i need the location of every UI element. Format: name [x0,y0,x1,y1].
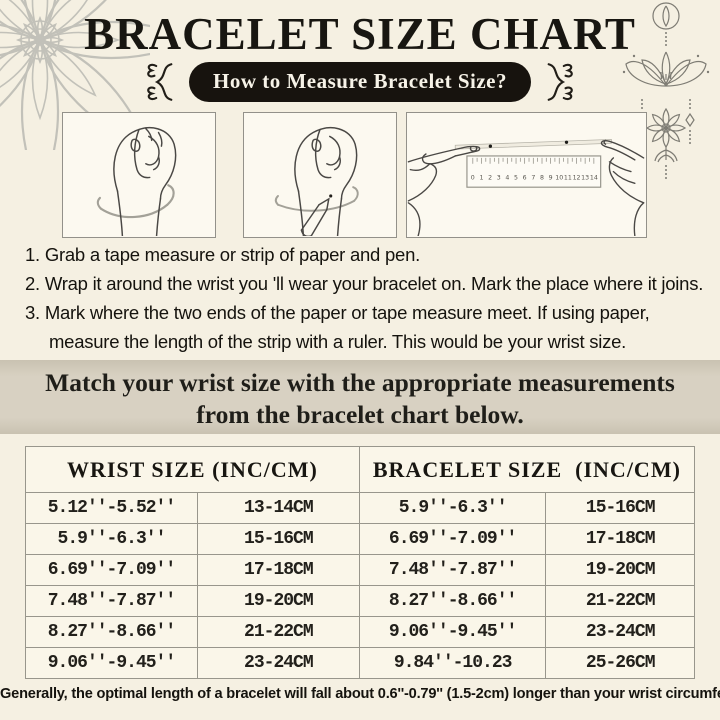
ruler-number: 14 [590,174,598,181]
fist-tape-sketch [96,127,177,236]
bracelet-cm: 21-22CM [545,585,695,617]
bracelet-inc: 6.69''-7.09'' [358,523,547,555]
table-row: 7.48''-7.87'' 19-20CM 8.27''-8.66'' 21-2… [25,585,695,617]
wrist-cm: 15-16CM [196,523,360,555]
bracelet-inc: 9.06''-9.45'' [358,616,547,648]
bracelet-cm: 19-20CM [545,554,695,586]
bracelet-cm: 17-18CM [545,523,695,555]
section-badge: How to Measure Bracelet Size? [188,62,532,102]
wrist-inc: 7.48''-7.87'' [25,585,198,617]
match-banner: Match your wrist size with the appropria… [0,360,720,434]
instructions-list: 1. Grab a tape measure or strip of paper… [25,240,704,356]
left-hand-sketch [407,145,481,236]
wrist-inc: 5.12''-5.52'' [25,492,198,524]
wrist-cm: 21-22CM [196,616,360,648]
bracelet-inc: 9.84''-10.23 [358,647,547,679]
illustration-mark-pen [243,112,397,238]
page-title: BRACELET SIZE CHART [84,9,636,59]
size-chart-table: WRIST SIZE (INC/CM) BRACELET SIZE (INC/C… [25,446,696,679]
ruler-number: 8 [540,174,544,181]
ruler-number: 2 [488,174,492,181]
wrist-inc: 5.9''-6.3'' [25,523,198,555]
ruler-number: 5 [514,174,518,181]
wrist-cm: 17-18CM [196,554,360,586]
table-row: 5.12''-5.52'' 13-14CM 5.9''-6.3'' 15-16C… [25,492,695,524]
wrist-size-header: WRIST SIZE (INC/CM) [25,446,360,493]
ruler-number: 4 [505,174,509,181]
instruction-step-2: 2. Wrap it around the wrist you 'll wear… [25,273,704,294]
wrist-inc: 9.06''-9.45'' [25,647,198,679]
bracelet-inc: 8.27''-8.66'' [358,585,547,617]
illustration-measure-ruler: 0 1 2 3 4 5 6 7 8 9 10 11 12 13 14 [406,112,647,238]
curly-flourish-icon [147,63,173,101]
wrist-inc: 6.69''-7.09'' [25,554,198,586]
ruler-number: 9 [549,174,553,181]
table-row: 6.69''-7.09'' 17-18CM 7.48''-7.87'' 19-2… [25,554,695,586]
curly-flourish-icon [547,63,573,101]
bracelet-cm: 15-16CM [545,492,695,524]
instruction-step-3: 3. Mark where the two ends of the paper … [25,302,650,352]
wrist-inc: 8.27''-8.66'' [25,616,198,648]
ruler-number: 13 [581,174,589,181]
bracelet-size-header: BRACELET SIZE (INC/CM) [358,446,696,493]
bracelet-cm: 25-26CM [545,647,695,679]
table-row: 9.06''-9.45'' 23-24CM 9.84''-10.23 25-26… [25,647,695,679]
paper-strip [454,138,612,150]
ruler-number: 10 [555,174,563,181]
ruler-number: 6 [523,174,527,181]
wrist-cm: 13-14CM [196,492,360,524]
badge-row: How to Measure Bracelet Size? [0,60,720,104]
wrist-cm: 23-24CM [196,647,360,679]
bracelet-inc: 7.48''-7.87'' [358,554,547,586]
ruler-number: 3 [497,174,501,181]
right-hand-sketch [600,139,645,236]
ruler-number: 12 [573,174,581,181]
ruler-number: 1 [480,174,484,181]
table-row: 8.27''-8.66'' 21-22CM 9.06''-9.45'' 23-2… [25,616,695,648]
banner-line-1: Match your wrist size with the appropria… [45,368,675,397]
ruler-number: 0 [471,174,475,181]
ruler-number: 7 [531,174,535,181]
footnote: Generally, the optimal length of a brace… [0,686,720,702]
table-header-row: WRIST SIZE (INC/CM) BRACELET SIZE (INC/C… [25,446,696,493]
bracelet-cm: 23-24CM [545,616,695,648]
illustration-wrap-tape [62,112,216,238]
ruler-hands-sketch: 0 1 2 3 4 5 6 7 8 9 10 11 12 13 14 [407,138,645,236]
bracelet-inc: 5.9''-6.3'' [358,492,547,524]
table-row: 5.9''-6.3'' 15-16CM 6.69''-7.09'' 17-18C… [25,523,695,555]
ruler-number: 11 [564,174,572,181]
instruction-step-1: 1. Grab a tape measure or strip of paper… [25,244,420,265]
fist-pen-sketch [274,127,359,236]
banner-line-2: from the bracelet chart below. [196,400,524,429]
wrist-cm: 19-20CM [196,585,360,617]
